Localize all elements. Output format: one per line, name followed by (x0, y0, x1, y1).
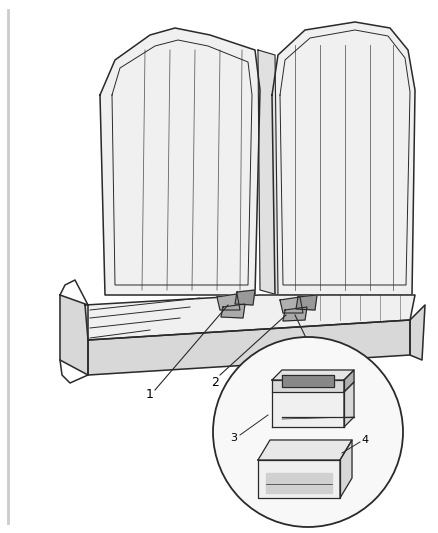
Polygon shape (235, 290, 255, 305)
Ellipse shape (213, 337, 403, 527)
Polygon shape (272, 392, 344, 427)
Polygon shape (344, 370, 354, 392)
Polygon shape (221, 304, 245, 318)
Polygon shape (258, 50, 278, 295)
Polygon shape (85, 295, 415, 340)
Text: 2: 2 (211, 376, 219, 389)
Polygon shape (100, 28, 260, 295)
Polygon shape (88, 320, 410, 375)
Polygon shape (410, 305, 425, 360)
Polygon shape (282, 375, 334, 387)
Polygon shape (60, 295, 88, 375)
Text: 1: 1 (146, 389, 154, 401)
Polygon shape (272, 370, 354, 380)
Polygon shape (266, 473, 332, 493)
Polygon shape (344, 382, 354, 427)
Polygon shape (280, 297, 303, 313)
Polygon shape (272, 380, 344, 392)
Polygon shape (258, 460, 340, 498)
Polygon shape (272, 22, 415, 295)
Polygon shape (296, 295, 317, 310)
Polygon shape (258, 440, 352, 460)
Polygon shape (217, 294, 240, 310)
Polygon shape (283, 307, 307, 321)
Text: 4: 4 (361, 435, 368, 445)
Text: 3: 3 (230, 433, 237, 443)
Polygon shape (340, 440, 352, 498)
